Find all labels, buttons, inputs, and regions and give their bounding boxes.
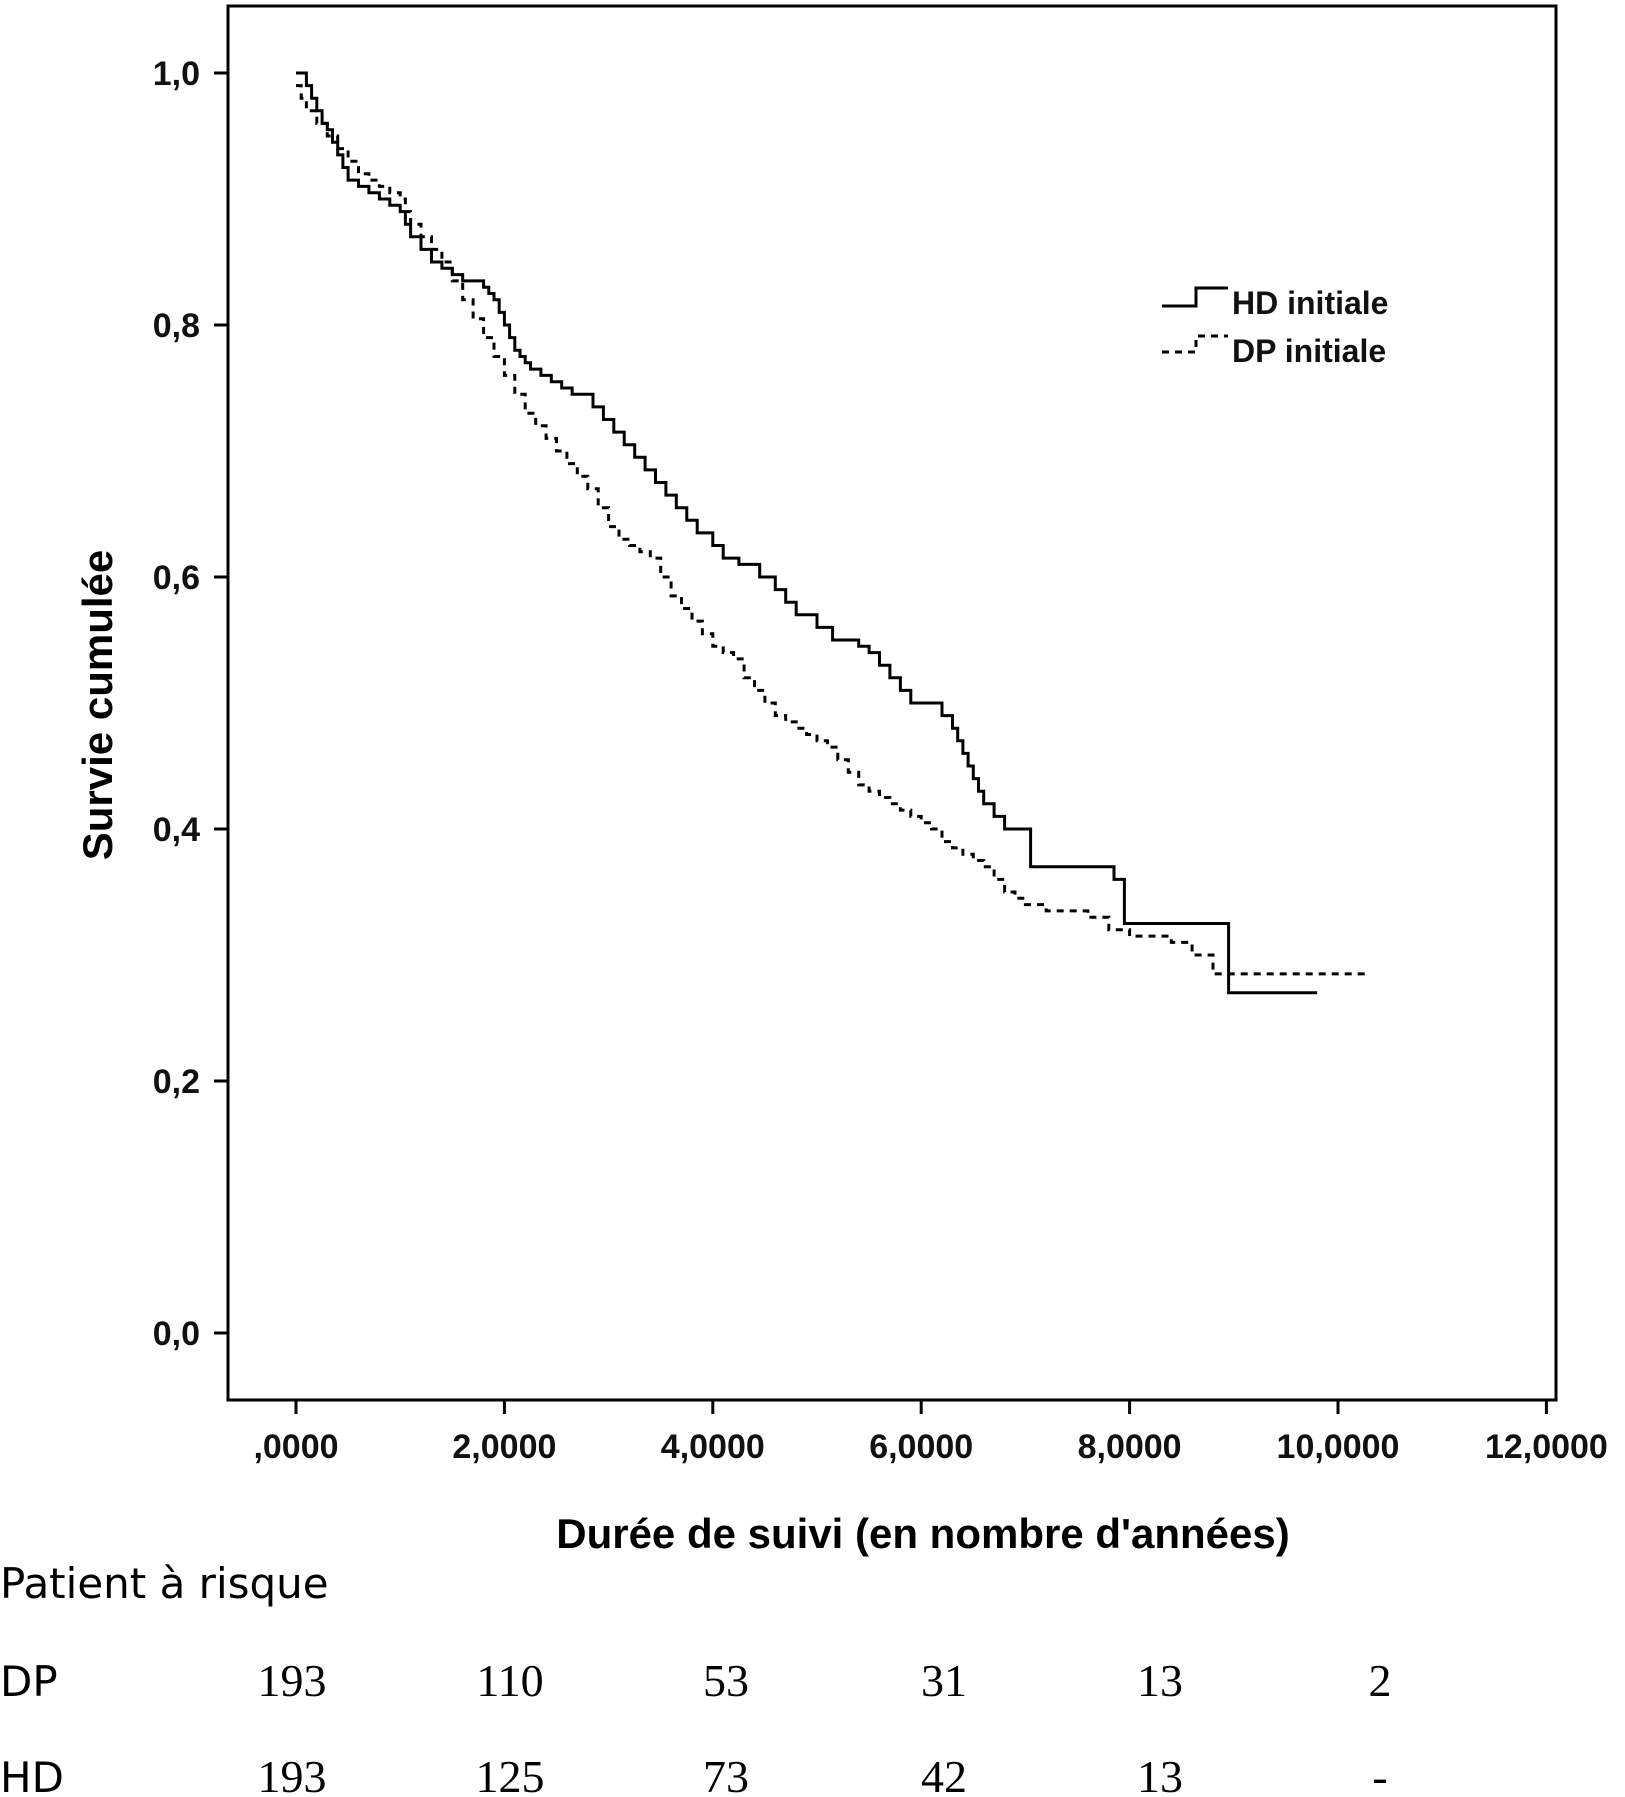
- risk-value: 53: [703, 1655, 749, 1706]
- legend: HD initiale DP initiale: [1162, 285, 1388, 369]
- x-tick-label: 10,0000: [1277, 1428, 1400, 1466]
- x-tick-label: 4,0000: [661, 1428, 765, 1466]
- risk-value: 193: [258, 1655, 327, 1706]
- x-axis-title: Durée de suivi (en nombre d'années): [556, 1510, 1290, 1557]
- x-tick-label: 2,0000: [452, 1428, 556, 1466]
- y-tick-label: 0,8: [153, 307, 200, 345]
- x-tick-label: 8,0000: [1078, 1428, 1182, 1466]
- x-tick-label: ,0000: [253, 1428, 338, 1466]
- risk-value: 125: [476, 1751, 545, 1797]
- series-line-dp: [296, 84, 1370, 976]
- risk-value: 2: [1369, 1655, 1392, 1706]
- y-axis-title: Survie cumulée: [74, 550, 121, 860]
- y-tick-label: 0,2: [153, 1063, 200, 1101]
- risk-value: 31: [921, 1655, 967, 1706]
- legend-label-dp: DP initiale: [1232, 333, 1386, 369]
- x-tick-label: 6,0000: [869, 1428, 973, 1466]
- legend-swatch-dp: [1162, 334, 1228, 354]
- risk-value: 110: [476, 1655, 543, 1706]
- legend-label-hd: HD initiale: [1232, 285, 1388, 321]
- y-tick-label: 0,6: [153, 559, 200, 597]
- risk-value: -: [1372, 1751, 1387, 1797]
- y-tick-label: 0,4: [153, 811, 200, 849]
- risk-table-title: Patient à risque: [0, 1559, 329, 1608]
- risk-value: 193: [258, 1751, 327, 1797]
- series-layer: [296, 71, 1370, 995]
- x-tick-label: 12,0000: [1485, 1428, 1608, 1466]
- risk-value: 73: [703, 1751, 749, 1797]
- y-tick-label: 0,0: [153, 1315, 200, 1353]
- risk-row-label-hd: HD: [0, 1753, 64, 1797]
- risk-values: 193 110 53 31 13 2 193 125 73 42 13 -: [258, 1655, 1392, 1797]
- risk-value: 13: [1137, 1751, 1183, 1797]
- series-line-hd: [296, 71, 1318, 995]
- risk-value: 42: [921, 1751, 967, 1797]
- legend-swatch-hd: [1162, 286, 1228, 308]
- plot-frame: [226, 4, 1558, 1402]
- risk-row-label-dp: DP: [0, 1657, 58, 1706]
- risk-value: 13: [1137, 1655, 1183, 1706]
- y-axis: 0,0 0,2 0,4 0,6 0,8 1,0: [153, 55, 228, 1353]
- x-axis: ,0000 2,0000 4,0000 6,0000 8,0000 10,0000 12,0…: [253, 1400, 1608, 1466]
- y-tick-label: 1,0: [153, 55, 200, 93]
